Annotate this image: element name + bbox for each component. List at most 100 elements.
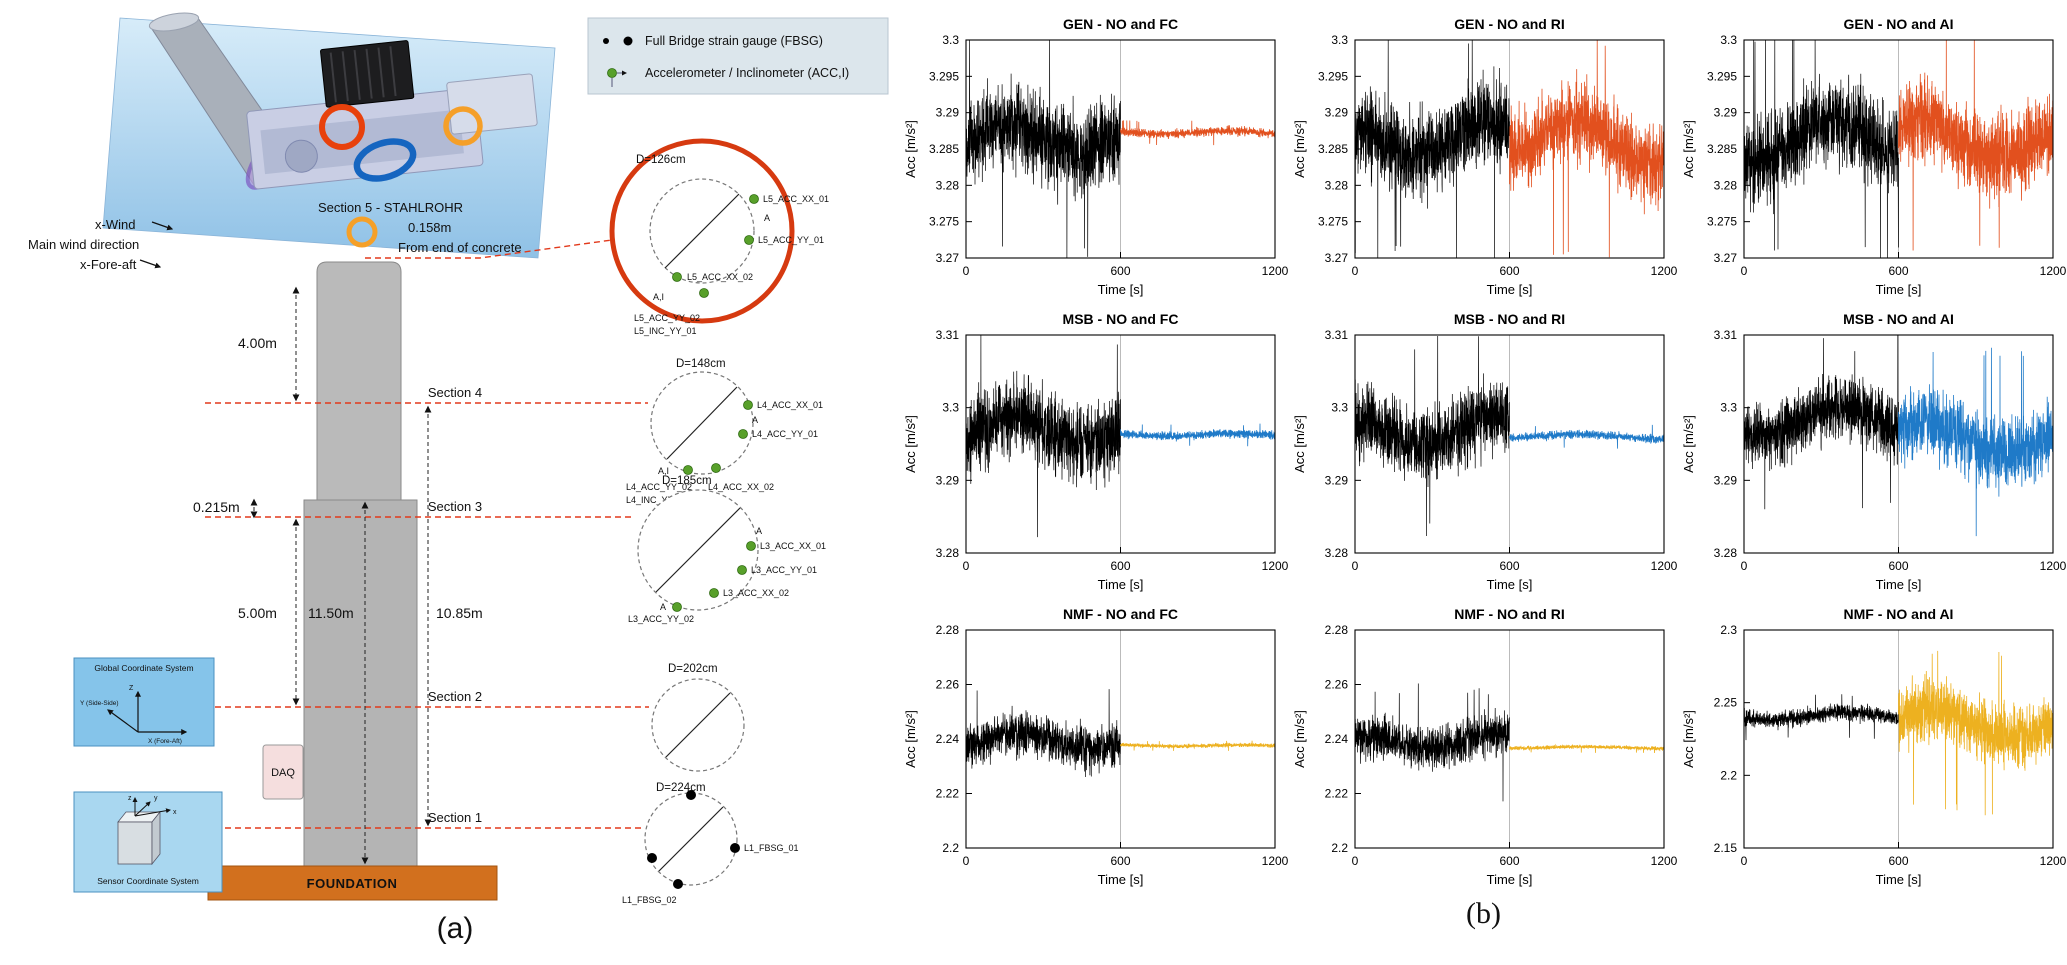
chart-9: 0 600 1200 2.15 2.2 2.25 2.3 NMF - NO and AI Tim… (1681, 606, 2067, 887)
sensor-label: L3_ACC_XX_01 (760, 541, 826, 551)
y-tick-label: 3.275 (1707, 215, 1737, 229)
y-tick-label: 3.31 (1714, 328, 1738, 342)
axis-marker: A (764, 213, 770, 223)
fbsg-dot-small-icon (603, 38, 609, 44)
y-tick-label: 3.3 (1720, 401, 1737, 415)
y-tick-label: 2.26 (1325, 678, 1349, 692)
nacelle-cad-image (102, 12, 556, 259)
x-tick-label: 600 (1888, 559, 1908, 573)
x-tick-label: 1200 (1262, 854, 1289, 868)
z-axis-label: z (128, 795, 132, 802)
accelerometer-dot-icon (711, 463, 721, 473)
chart-series (1354, 335, 1665, 537)
y-tick-label: 2.28 (1325, 623, 1349, 637)
sensor-label: L1_FBSG_02 (622, 895, 677, 905)
fore-aft-arrow-icon (139, 259, 162, 269)
chart-5: 0 600 1200 3.28 3.29 3.3 3.31 MSB - NO and RI Ti… (1292, 311, 1678, 592)
x-tick-label: 0 (1352, 854, 1359, 868)
x-axis-label: x (173, 809, 177, 816)
sensor-label: L3_ACC_YY_02 (628, 614, 694, 624)
y-tick-label: 3.3 (942, 33, 959, 47)
sensor-label: L4_INC_YY_01 (626, 495, 689, 505)
axis-marker: A (752, 415, 758, 425)
chart-cell-8: 0 600 1200 2.2 2.22 2.24 2.26 2.28 NMF - NO and … (1289, 600, 1678, 895)
series-ai (1898, 347, 2054, 537)
chart-4: 0 600 1200 3.28 3.29 3.3 3.31 MSB - NO and FC Ti… (903, 311, 1289, 592)
sensor-label: L5_ACC_XX_01 (763, 194, 829, 204)
motor-fins (329, 46, 397, 103)
global-cs-title: Global Coordinate System (94, 663, 193, 673)
chart-axes: 0 600 1200 3.28 3.29 3.3 3.31 (1325, 328, 1678, 573)
accelerometer-dot-icon (672, 272, 682, 282)
y-axis-label: y (154, 795, 158, 802)
dim-5m-label: 5.00m (238, 605, 277, 621)
chart-title: GEN - NO and AI (1844, 16, 1954, 32)
x-wind-label: x-Wind (95, 217, 135, 232)
x-tick-label: 600 (1110, 264, 1130, 278)
x-tick-label: 0 (963, 264, 970, 278)
chart-axes: 0 600 1200 3.27 3.275 3.28 3.285 3.29 3.295 3.3 (1318, 33, 1678, 278)
y-tick-label: 3.3 (942, 401, 959, 415)
legend-box (587, 17, 889, 95)
y-axis-label: Acc [m/s²] (1292, 120, 1307, 178)
right-bracket (446, 73, 538, 135)
x-axis-label: Time [s] (1876, 577, 1922, 592)
chart-series (1743, 335, 2054, 537)
global-coordinate-system: Global Coordinate System Z Y (Side-Side)… (73, 657, 215, 747)
y-axis-label: Acc [m/s²] (1681, 120, 1696, 178)
series-ai (1898, 650, 2054, 816)
chart-series (1354, 39, 1665, 259)
global-cs-box (73, 657, 215, 747)
y-tick-label: 3.29 (936, 473, 960, 487)
section5-diagonal (664, 193, 740, 269)
x-tick-label: 0 (963, 854, 970, 868)
sensor-box-front (117, 821, 153, 865)
axis-marker: A (660, 602, 666, 612)
chart-cell-5: 0 600 1200 3.28 3.29 3.3 3.31 MSB - NO and RI Ti… (1289, 305, 1678, 600)
dim-115m-label: 11.50m (308, 605, 354, 621)
chart-title: MSB - NO and FC (1063, 311, 1179, 327)
legend-acc-label: Accelerometer / Inclinometer (ACC,I) (645, 66, 849, 80)
sensor-label: L4_ACC_XX_01 (757, 400, 823, 410)
accelerometer-dot-icon (738, 429, 748, 439)
x-axis-label: Time [s] (1876, 282, 1922, 297)
chart-6: 0 600 1200 3.28 3.29 3.3 3.31 MSB - NO and AI Ti… (1681, 311, 2067, 592)
x-tick-label: 600 (1499, 559, 1519, 573)
caption-a: (a) (437, 912, 474, 945)
figure-a-panel: x-Wind Main wind direction x-Fore-aft Fu… (0, 0, 900, 960)
x-axis-label: Time [s] (1487, 872, 1533, 887)
y-tick-label: 2.15 (1714, 841, 1738, 855)
sensor-label: L4_ACC_YY_02 (626, 482, 692, 492)
sensor-cs-title: Sensor Coordinate System (97, 876, 199, 886)
chart-series (1354, 683, 1665, 802)
x-tick-label: 600 (1888, 854, 1908, 868)
accelerometer-dot-icon (672, 602, 682, 612)
sensor-label: L3_ACC_YY_01 (751, 565, 817, 575)
wind-arrow-icon (151, 221, 174, 231)
z-axis-label: Z (129, 685, 134, 692)
section-lines: Section 4 Section 3 Section 2 Section 1 (205, 239, 649, 829)
section4-diagonal (666, 386, 738, 460)
y-tick-label: 3.27 (1714, 251, 1738, 265)
dim-0215m-label: 0.215m (193, 499, 240, 515)
accelerometer-dot-icon (746, 541, 756, 551)
series-no (965, 39, 1121, 259)
sensor-label: L1_FBSG_01 (744, 843, 799, 853)
chart-3: 0 600 1200 3.27 3.275 3.28 3.285 3.29 3.295 3.3 GE… (1681, 16, 2067, 297)
sensor-label: L5_INC_YY_01 (634, 326, 697, 336)
y-tick-label: 3.29 (1714, 473, 1738, 487)
y-tick-label: 3.31 (936, 328, 960, 342)
x-tick-label: 0 (1741, 264, 1748, 278)
section5-offset: 0.158m (408, 220, 451, 235)
y-tick-label: 3.29 (1325, 106, 1349, 120)
series-no (1354, 335, 1510, 537)
series-no (965, 689, 1121, 778)
sensor-legend: Full Bridge strain gauge (FBSG) Accelero… (587, 17, 889, 95)
y-tick-label: 3.29 (936, 106, 960, 120)
daq-unit: DAQ (262, 744, 304, 800)
section1-diagonal (658, 806, 724, 872)
axis-marker: A (756, 526, 762, 536)
chart-series (1743, 650, 2054, 816)
y-tick-label: 3.28 (1325, 546, 1349, 560)
daq-label: DAQ (271, 767, 295, 779)
